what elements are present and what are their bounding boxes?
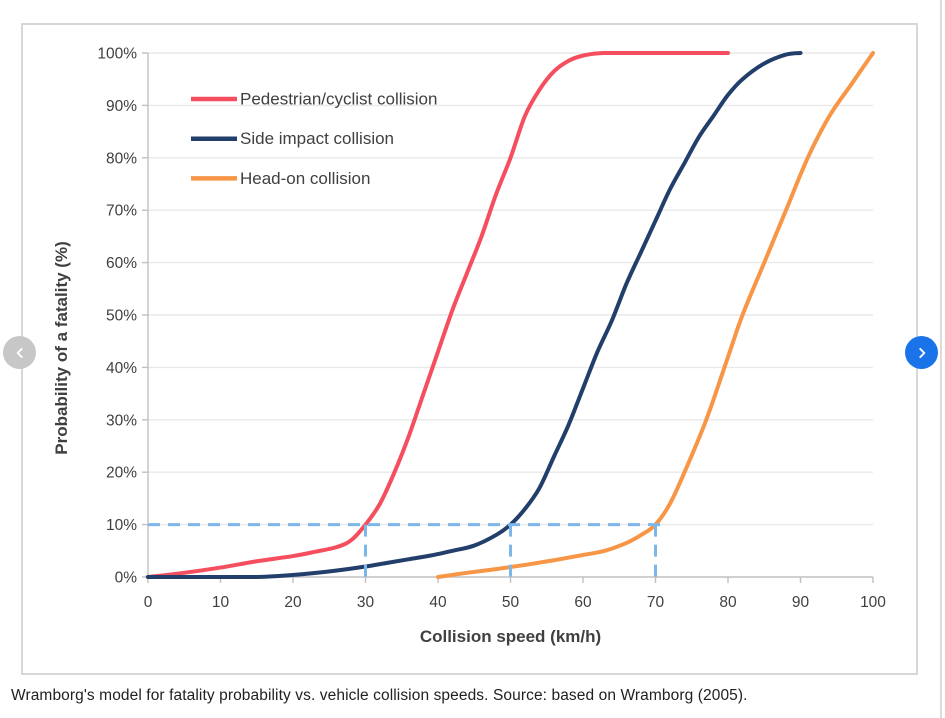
caption: Wramborg's model for fatality probabilit…: [11, 687, 748, 704]
series-line-2: [436, 51, 875, 579]
chart-frame: [21, 23, 918, 675]
y-axis-title: Probability of a fatality (%): [52, 241, 71, 454]
x-tick-label: 80: [719, 594, 737, 611]
y-tick-label: 90%: [106, 98, 137, 115]
y-tick-label: 50%: [106, 308, 137, 325]
x-tick-label: 60: [574, 594, 592, 611]
y-tick-label: 20%: [106, 465, 137, 482]
series-line-1: [146, 51, 803, 579]
legend-label: Pedestrian/cyclist collision: [240, 90, 437, 109]
y-tick-label: 10%: [106, 517, 137, 534]
x-tick-label: 30: [357, 594, 375, 611]
legend-label: Head-on collision: [240, 169, 370, 188]
fatality-chart-card: 0% 10% 20% 30% 40% 50% 60% 70% 80% 90% 100% 0 10 20 30…: [21, 23, 918, 675]
legend-label: Side impact collision: [240, 129, 394, 148]
x-axis-title: Collision speed (km/h): [420, 627, 601, 646]
carousel-prev-button[interactable]: [3, 336, 36, 369]
page-divider: [940, 0, 942, 718]
y-tick-label: 100%: [97, 46, 137, 63]
series-line-0: [146, 51, 730, 579]
x-tick-label: 10: [212, 594, 230, 611]
x-tick-label: 40: [429, 594, 447, 611]
fatality-chart: 0% 10% 20% 30% 40% 50% 60% 70% 80% 90% 100% 0 10 20 30…: [21, 23, 918, 675]
x-tick-label: 50: [502, 594, 520, 611]
y-tick-label: 40%: [106, 360, 137, 377]
x-tick-label: 90: [792, 594, 810, 611]
x-tick-label: 0: [144, 594, 153, 611]
x-tick-label: 20: [284, 594, 302, 611]
y-tick-label: 0%: [115, 570, 138, 587]
x-tick-label: 100: [860, 594, 886, 611]
y-tick-label: 30%: [106, 412, 137, 429]
x-tick-label: 70: [647, 594, 665, 611]
y-tick-label: 70%: [106, 203, 137, 220]
y-tick-label: 80%: [106, 150, 137, 167]
carousel-next-button[interactable]: [905, 336, 938, 369]
chevron-right-icon: [915, 346, 929, 360]
y-tick-label: 60%: [106, 255, 137, 272]
chevron-left-icon: [13, 346, 27, 360]
